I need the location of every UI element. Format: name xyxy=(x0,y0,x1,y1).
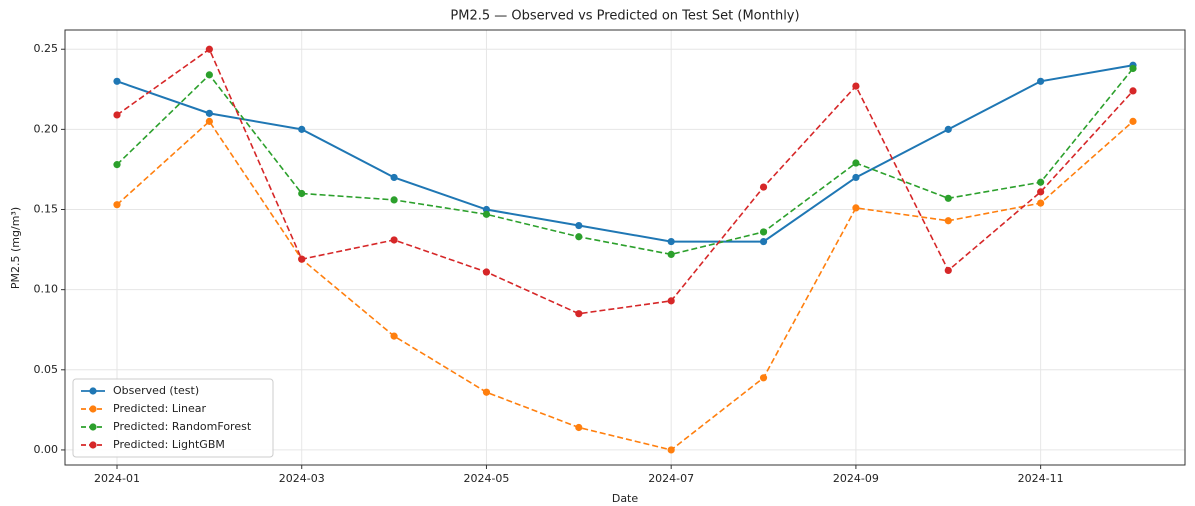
y-tick-label: 0.00 xyxy=(34,443,59,456)
data-point xyxy=(575,310,583,318)
data-point xyxy=(575,221,583,230)
series-line xyxy=(116,67,1134,256)
data-point xyxy=(298,189,306,198)
data-point xyxy=(852,159,860,167)
data-point xyxy=(113,77,121,85)
data-point xyxy=(205,45,213,53)
data-point xyxy=(1129,117,1137,125)
chart-title: PM2.5 — Observed vs Predicted on Test Se… xyxy=(450,9,799,24)
legend-label: Predicted: RandomForest xyxy=(113,420,252,433)
data-point xyxy=(482,388,491,396)
legend: Observed (test) Predicted: Linear Predicte… xyxy=(72,378,274,458)
data-point xyxy=(1037,199,1045,207)
x-tick-label: 2024-01 xyxy=(94,472,140,485)
data-point xyxy=(390,236,398,244)
data-point xyxy=(759,374,768,382)
x-tick-label: 2024-03 xyxy=(279,472,325,485)
legend-marker xyxy=(89,387,97,395)
series-line xyxy=(116,48,1134,315)
data-point xyxy=(482,210,491,218)
legend-label: Predicted: LightGBM xyxy=(113,438,225,451)
data-point xyxy=(205,71,213,79)
data-point xyxy=(944,217,952,225)
x-tick-label: 2024-09 xyxy=(833,472,879,485)
data-point xyxy=(113,161,121,169)
x-tick-label: 2024-05 xyxy=(463,472,509,485)
y-axis-label: PM2.5 (mg/m³) xyxy=(9,207,22,289)
data-point xyxy=(1037,178,1045,186)
legend-box xyxy=(72,378,274,458)
legend-marker xyxy=(89,423,97,431)
x-tick-label: 2024-07 xyxy=(648,472,694,485)
data-point xyxy=(205,109,213,117)
y-tick-label: 0.15 xyxy=(34,203,59,216)
data-point xyxy=(205,117,213,125)
y-tick-label: 0.20 xyxy=(34,122,59,135)
y-tick-label: 0.10 xyxy=(34,283,59,296)
data-point xyxy=(944,125,952,133)
data-point xyxy=(667,237,675,246)
data-point xyxy=(852,173,860,182)
series-line xyxy=(116,64,1134,243)
data-point xyxy=(1037,77,1045,85)
legend-marker xyxy=(89,405,97,413)
data-point xyxy=(852,82,860,90)
data-point xyxy=(1129,64,1137,73)
plot-frame xyxy=(64,29,1186,466)
x-tick-label: 2024-11 xyxy=(1018,472,1064,485)
data-point xyxy=(1129,87,1137,95)
x-axis-label: Date xyxy=(612,492,639,505)
data-point xyxy=(298,255,306,263)
data-point xyxy=(390,173,398,182)
data-point xyxy=(390,332,398,340)
data-point xyxy=(759,237,768,246)
data-point xyxy=(944,194,952,202)
data-point xyxy=(944,266,952,275)
data-point xyxy=(482,268,491,276)
legend-label: Observed (test) xyxy=(113,384,199,397)
data-point xyxy=(390,196,398,204)
data-point xyxy=(852,204,860,212)
data-point xyxy=(1037,188,1045,196)
data-point xyxy=(667,250,675,258)
data-point xyxy=(667,297,675,305)
data-point xyxy=(575,423,583,432)
legend-label: Predicted: Linear xyxy=(113,402,207,415)
y-tick-label: 0.05 xyxy=(34,363,59,376)
series-line xyxy=(116,120,1134,451)
data-point xyxy=(575,233,583,241)
data-point xyxy=(298,125,306,133)
data-point xyxy=(759,183,768,191)
data-point xyxy=(113,201,121,209)
legend-marker xyxy=(89,441,97,449)
y-tick-label: 0.25 xyxy=(34,42,59,55)
data-point xyxy=(667,446,675,454)
data-point xyxy=(113,111,121,119)
data-point xyxy=(759,228,768,236)
